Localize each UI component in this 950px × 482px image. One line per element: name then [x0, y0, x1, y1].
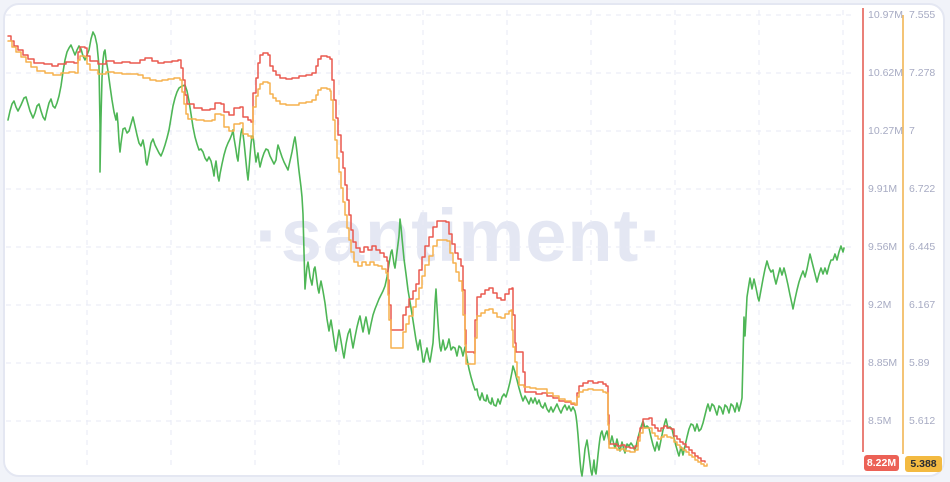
- axis2-tick-label: 6.445: [909, 241, 936, 253]
- axis2-tick-label: 7: [909, 125, 915, 137]
- axis1-tick-label: 10.97M: [868, 9, 904, 21]
- axis1-tick-label: 8.85M: [868, 357, 898, 369]
- axis1-tick-label: 10.27M: [868, 125, 904, 137]
- santiment-watermark: ·santiment·: [255, 194, 665, 277]
- orange-line-path: [7, 40, 708, 467]
- chart-card: [3, 3, 945, 477]
- grid-lines: [6, 10, 855, 470]
- axis1-tick-label: 10.62M: [868, 67, 904, 79]
- orange-axis-last-value-badge: 5.388: [905, 456, 942, 472]
- axis2-tick-label: 5.89: [909, 357, 930, 369]
- green-line-path: [7, 31, 845, 477]
- axis1-tick-label: 8.5M: [868, 415, 892, 427]
- axis2-tick-label: 7.278: [909, 67, 936, 79]
- axis2-tick-label: 5.612: [909, 415, 936, 427]
- axis1-tick-label: 9.91M: [868, 183, 898, 195]
- axis1-tick-label: 9.2M: [868, 299, 892, 311]
- axis2-tick-label: 7.555: [909, 9, 936, 21]
- chart-series: [7, 31, 845, 477]
- axis1-tick-label: 9.56M: [868, 241, 898, 253]
- axis2-tick-label: 6.167: [909, 299, 936, 311]
- red-axis-last-value-badge: 8.22M: [864, 455, 899, 471]
- axis-lines: [862, 8, 904, 454]
- axis2-tick-label: 6.722: [909, 183, 936, 195]
